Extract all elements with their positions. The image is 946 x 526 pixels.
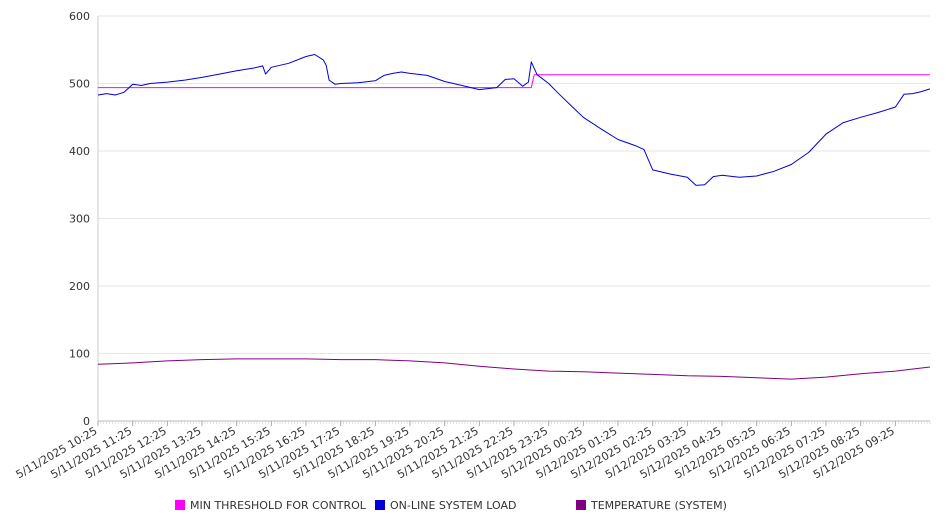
y-tick-label: 0 <box>83 415 90 428</box>
legend-swatch <box>576 500 586 510</box>
legend-label: ON-LINE SYSTEM LOAD <box>390 499 516 512</box>
y-tick-label: 500 <box>69 78 90 91</box>
x-tick-labels: 5/11/2025 10:255/11/2025 11:255/11/2025 … <box>14 424 897 481</box>
legend: MIN THRESHOLD FOR CONTROL ON-LINE SYSTEM … <box>175 499 727 512</box>
y-tick-label: 400 <box>69 145 90 158</box>
legend-label: MIN THRESHOLD FOR CONTROL <box>190 499 367 512</box>
y-tick-label: 100 <box>69 348 90 361</box>
series-line-2 <box>97 54 931 186</box>
y-tick-label: 200 <box>69 280 90 293</box>
y-tick-label: 600 <box>69 10 90 23</box>
series-line-1 <box>98 74 930 89</box>
legend-swatch <box>375 500 385 510</box>
y-tick-labels: 0 100 200 300 400 500 600 <box>69 10 90 428</box>
axis-layer <box>97 16 931 426</box>
legend-label: TEMPERATURE (SYSTEM) <box>590 499 727 512</box>
series-layer <box>97 54 931 380</box>
series-line-3 <box>97 358 931 380</box>
y-tick-label: 300 <box>69 213 90 226</box>
grid-layer <box>98 15 930 354</box>
legend-swatch <box>175 500 185 510</box>
